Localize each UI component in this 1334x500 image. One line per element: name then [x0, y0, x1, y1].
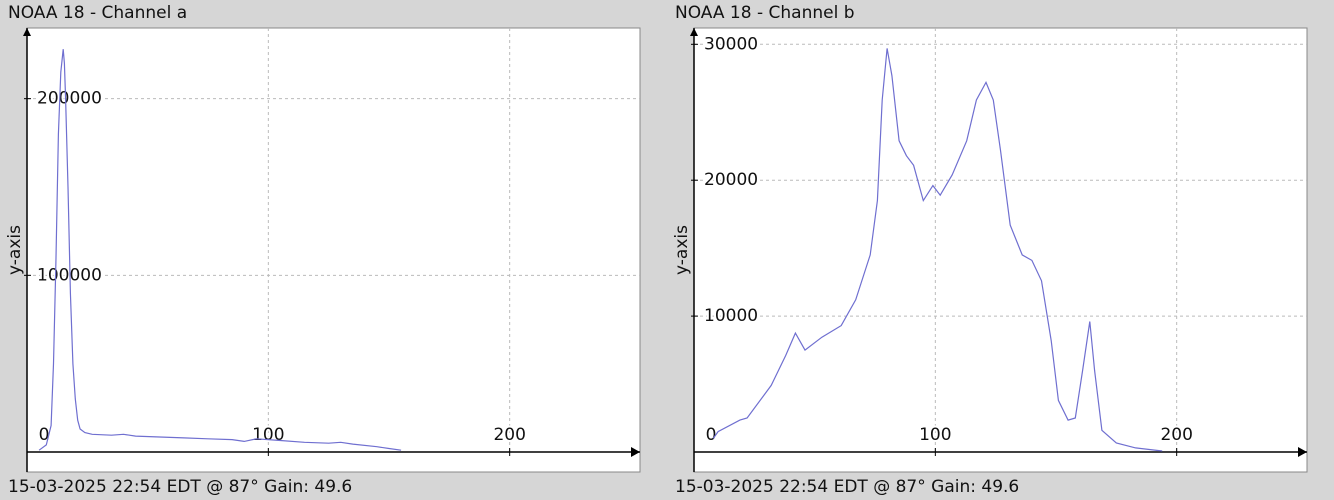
- x-tick-label: 200: [493, 425, 525, 445]
- x-axis-arrow: [1298, 447, 1307, 457]
- chart-panel: NOAA 18 - Channel b 0 100 200 10000 20000 3000…: [672, 3, 1308, 497]
- chart-title: NOAA 18 - Channel b: [675, 3, 855, 23]
- y-axis-label: y-axis: [5, 225, 25, 275]
- y-tick-label: 30000: [704, 34, 758, 54]
- plot-area: [26, 27, 641, 473]
- x-tick-label: 100: [919, 425, 951, 445]
- x-axis-arrow: [631, 447, 640, 457]
- x-tick-label: 100: [252, 425, 284, 445]
- y-axis-arrow: [23, 28, 31, 36]
- x-tick-label: 200: [1160, 425, 1192, 445]
- y-axis-label: y-axis: [672, 225, 692, 275]
- status-footer: 15-03-2025 22:54 EDT @ 87° Gain: 49.6: [675, 477, 1019, 497]
- x-tick-label: 0: [39, 425, 50, 445]
- y-tick-label: 20000: [704, 170, 758, 190]
- y-tick-label: 10000: [704, 306, 758, 326]
- status-footer: 15-03-2025 22:54 EDT @ 87° Gain: 49.6: [8, 477, 352, 497]
- data-line: [38, 49, 402, 451]
- plot-area: [693, 27, 1308, 473]
- chart-title: NOAA 18 - Channel a: [8, 3, 187, 23]
- y-axis-arrow: [690, 28, 698, 36]
- data-line: [712, 48, 1163, 452]
- x-tick-label: 0: [706, 425, 717, 445]
- y-tick-label: 200000: [37, 89, 102, 109]
- chart-panel: NOAA 18 - Channel a0 100 200100000200000y-…: [5, 3, 641, 497]
